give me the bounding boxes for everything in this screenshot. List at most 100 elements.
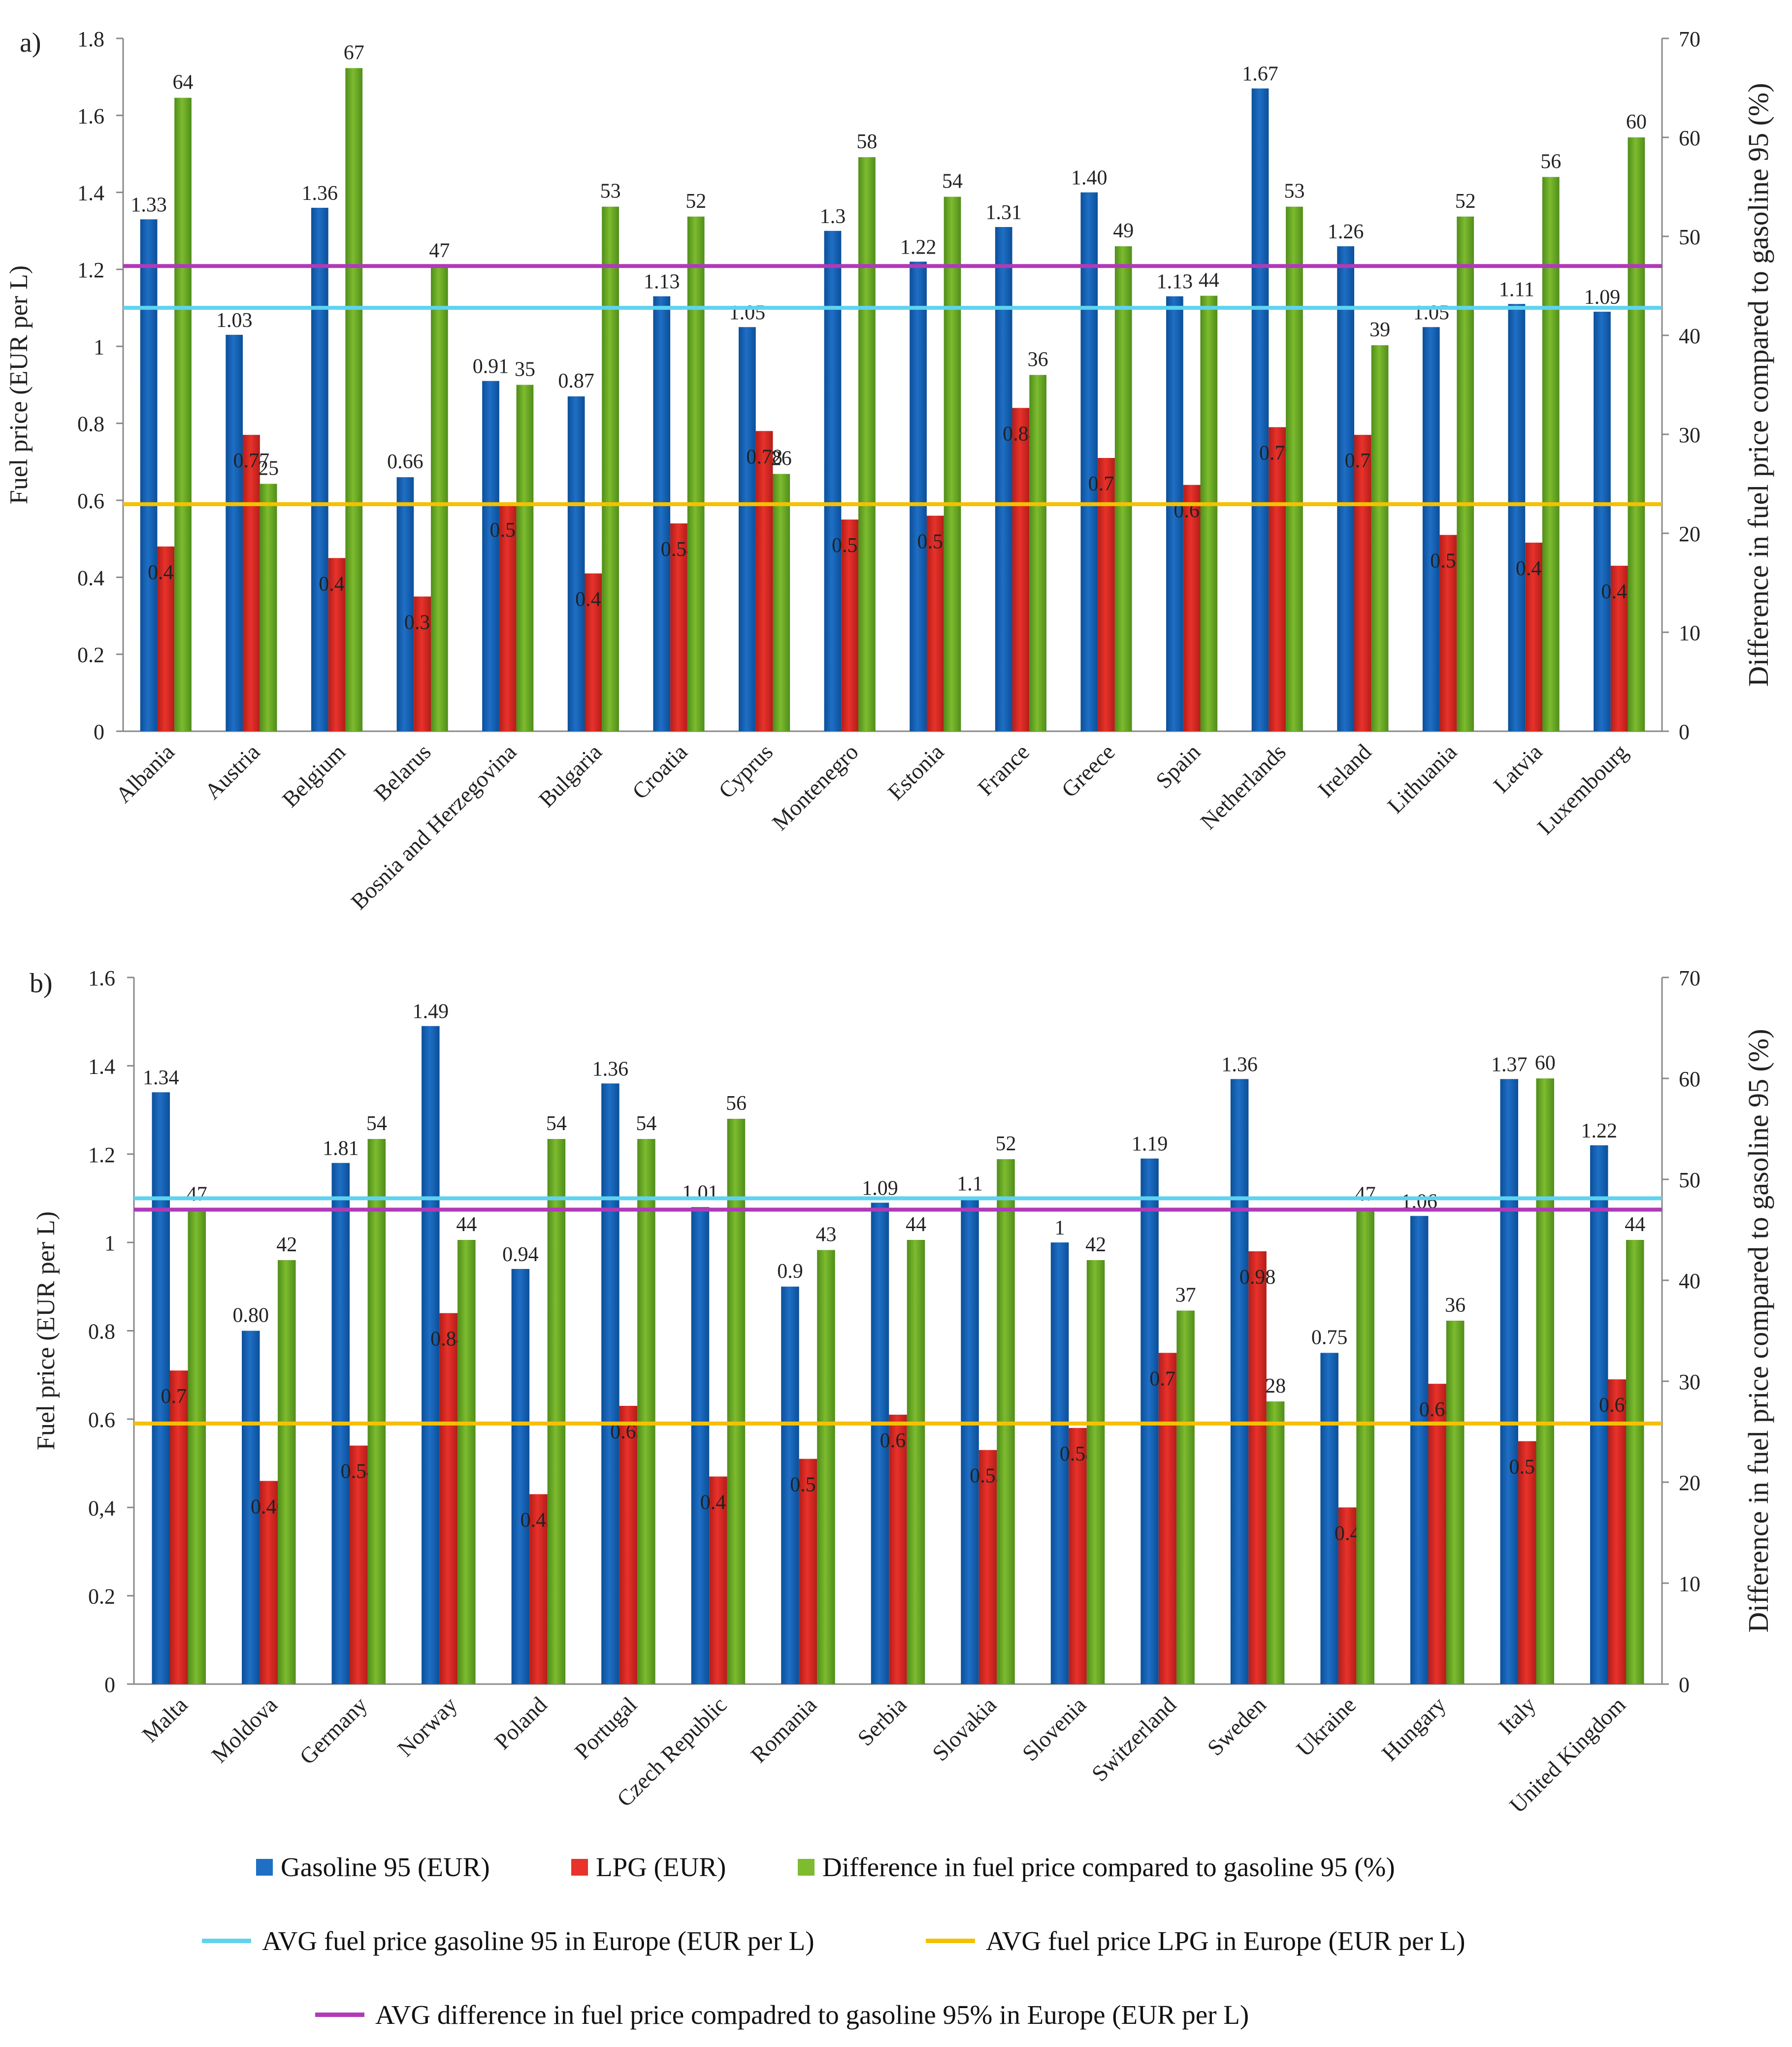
data-label-diff: 54: [942, 170, 963, 193]
bar-lpg: [260, 1481, 278, 1684]
x-tick-label: Malta: [137, 1692, 192, 1747]
y-tick-label: 1: [104, 1231, 115, 1255]
y-tick-label: 0: [94, 720, 104, 744]
y2-tick-label: 0: [1679, 720, 1690, 744]
lpg-swatch: [571, 1858, 588, 1876]
data-label-lpg: 0.77: [233, 450, 270, 472]
x-tick-label: Serbia: [852, 1692, 911, 1751]
x-tick-label: Ukraine: [1291, 1692, 1361, 1761]
bar-diff: [858, 157, 876, 732]
data-label-diff: 44: [906, 1213, 926, 1236]
bar-gasoline: [1251, 88, 1269, 731]
y2-axis-title: Difference in fuel price compared to gas…: [1742, 1029, 1774, 1632]
bar-diff: [1446, 1321, 1465, 1684]
bar-lpg: [619, 1405, 638, 1684]
x-tick-label: Belarus: [369, 739, 435, 806]
legend-label-gasoline: Gasoline 95 (EUR): [281, 1852, 490, 1882]
x-tick-label: Bosnia and Herzegovina: [346, 739, 521, 914]
y2-tick-label: 30: [1679, 1370, 1700, 1394]
bar-diff: [1626, 1240, 1644, 1684]
bar-gasoline: [1594, 311, 1611, 731]
data-label-diff: 42: [1085, 1234, 1106, 1256]
y-tick-label: 1.2: [77, 258, 104, 282]
data-label-gasoline: 1.1: [957, 1172, 983, 1195]
data-label-diff: 56: [726, 1092, 747, 1115]
data-label-gasoline: 0.75: [1311, 1326, 1348, 1349]
legend-item-avg-diff: AVG difference in fuel price compadred t…: [315, 1999, 1249, 2030]
data-label-diff: 39: [1369, 319, 1390, 341]
data-label-diff: 44: [1625, 1213, 1645, 1236]
bar-gasoline: [152, 1092, 170, 1684]
bar-diff: [1628, 137, 1645, 731]
bar-gasoline: [1500, 1079, 1518, 1684]
bar-lpg: [709, 1476, 727, 1684]
y2-tick-label: 60: [1679, 126, 1700, 150]
bar-lpg: [529, 1494, 548, 1684]
bar-gasoline: [961, 1198, 979, 1684]
x-tick-label: Hungary: [1377, 1692, 1451, 1766]
bar-gasoline: [1140, 1158, 1159, 1684]
data-label-diff: 52: [996, 1133, 1016, 1155]
y2-tick-label: 40: [1679, 1269, 1700, 1293]
bar-lpg: [1428, 1384, 1446, 1684]
x-tick-label: Montenegro: [767, 739, 863, 835]
y-tick-label: 1.4: [88, 1054, 115, 1078]
x-tick-label: Cyprus: [714, 739, 778, 803]
y-tick-label: 1.8: [77, 27, 104, 51]
y-tick-label: 1.4: [77, 181, 104, 205]
bar-lpg: [1338, 1507, 1357, 1684]
x-tick-label: Moldova: [206, 1692, 282, 1768]
bar-lpg: [1439, 535, 1457, 731]
bar-diff: [637, 1139, 655, 1684]
bar-diff: [817, 1250, 835, 1684]
y-tick-label: 0.8: [77, 412, 104, 436]
data-label-diff: 67: [344, 41, 364, 64]
bar-lpg: [439, 1313, 458, 1684]
data-label-diff: 60: [1535, 1052, 1556, 1074]
bar-lpg: [799, 1459, 817, 1684]
bar-diff: [1029, 375, 1046, 731]
y2-tick-label: 40: [1679, 324, 1700, 348]
bar-gasoline: [311, 207, 328, 731]
data-label-diff: 43: [815, 1224, 836, 1246]
bar-diff: [457, 1240, 476, 1684]
bar-lpg: [1098, 458, 1115, 731]
bar-diff: [547, 1139, 566, 1684]
data-label-diff: 52: [685, 190, 706, 213]
data-label-diff: 58: [856, 130, 877, 153]
x-tick-label: Portugal: [570, 1692, 642, 1764]
x-tick-label: Slovakia: [927, 1692, 1001, 1766]
bar-gasoline: [140, 219, 158, 732]
data-label-diff: 36: [1445, 1294, 1466, 1317]
data-label-gasoline: 0.87: [558, 370, 594, 392]
data-label-gasoline: 0.91: [473, 356, 509, 378]
bar-gasoline: [511, 1268, 530, 1684]
data-label-diff: 52: [1455, 190, 1476, 213]
bar-gasoline: [567, 396, 585, 731]
bar-lpg: [889, 1414, 907, 1684]
y2-tick-label: 60: [1679, 1067, 1700, 1091]
bar-lpg: [670, 523, 687, 731]
bar-lpg: [1525, 542, 1542, 731]
legend-label-avg-diff: AVG difference in fuel price compadred t…: [375, 2000, 1249, 2030]
chart-panel-b: b) 0 0.2 0,4 0.6 0.8 1 1.2 1.4 1.6 0 10 20 30 40 50 60 70…: [30, 966, 1774, 1818]
data-label-gasoline: 1.81: [323, 1137, 359, 1160]
y2-tick-label: 70: [1679, 27, 1700, 51]
bar-lpg: [243, 435, 260, 731]
data-label-gasoline: 1.19: [1132, 1133, 1168, 1156]
y-axis-title: Fuel price (EUR per L): [32, 1211, 60, 1450]
x-tick-label: Germany: [294, 1692, 372, 1769]
y-axis-title: Fuel price (EUR per L): [5, 265, 33, 504]
data-label-gasoline: 0.80: [233, 1304, 269, 1327]
bar-gasoline: [1080, 192, 1098, 732]
x-tick-label: Norway: [392, 1692, 462, 1761]
bar-gasoline: [1422, 327, 1440, 731]
y2-tick-label: 20: [1679, 522, 1700, 546]
bar-lpg: [1608, 1379, 1626, 1684]
gasoline-swatch: [256, 1858, 273, 1876]
bar-gasoline: [1508, 304, 1526, 731]
bar-diff: [1086, 1260, 1105, 1684]
y-tick-label: 0,4: [88, 1496, 115, 1520]
bar-diff: [773, 474, 790, 731]
data-label-diff: 47: [429, 239, 450, 262]
